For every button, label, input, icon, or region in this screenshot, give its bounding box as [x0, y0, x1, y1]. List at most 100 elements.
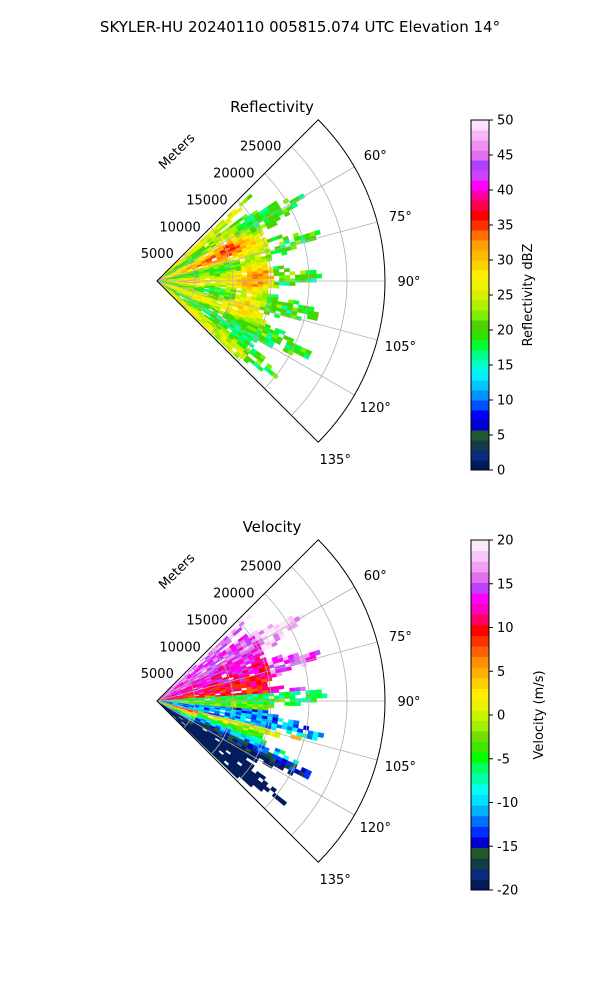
radar-gate	[247, 281, 253, 285]
radial-tick-label: 5000	[141, 667, 174, 682]
colorbar-band	[471, 614, 489, 626]
radar-gate	[279, 695, 285, 700]
radar-gate	[279, 329, 286, 336]
velocity-title: Velocity	[243, 518, 302, 536]
radar-gate	[311, 315, 319, 322]
radar-gate	[289, 278, 296, 283]
colorbar-band	[471, 635, 489, 647]
radar-gate	[314, 649, 321, 656]
radar-gate	[279, 278, 285, 283]
azimuth-spoke	[156, 641, 378, 702]
colorbar-band	[471, 773, 489, 785]
radar-gate	[220, 277, 227, 281]
radar-gate	[270, 250, 277, 255]
radar-gate	[278, 265, 285, 270]
colorbar-band	[471, 310, 489, 321]
radar-gate	[279, 749, 286, 756]
radar-gate	[257, 278, 264, 283]
radar-gate	[271, 221, 278, 228]
radar-gate	[236, 277, 243, 280]
radar-gate	[262, 270, 269, 274]
radar-gate	[247, 701, 253, 705]
radar-gate	[278, 685, 285, 690]
velocity-colorbar-label: Velocity (m/s)	[532, 670, 547, 759]
radar-gate	[290, 244, 298, 251]
radar-gate	[257, 698, 264, 703]
colorbar-band	[471, 879, 489, 891]
radar-gate	[257, 690, 264, 695]
radar-gate	[300, 698, 307, 703]
colorbar-tick-label: 40	[497, 184, 514, 199]
radar-gate	[241, 269, 248, 274]
radar-gate	[291, 622, 299, 629]
radar-gate	[271, 641, 278, 648]
radar-gate	[303, 353, 311, 360]
radar-gate	[231, 701, 237, 704]
colorbar-band	[471, 170, 489, 181]
colorbar-band	[471, 847, 489, 859]
radar-gate	[233, 352, 240, 359]
radar-gate	[246, 291, 253, 295]
radar-gate	[279, 275, 285, 280]
radar-gate	[289, 282, 296, 286]
azimuth-tick-label: 75°	[389, 630, 412, 645]
colorbar-tick-label: 0	[497, 709, 505, 724]
radar-gate	[273, 733, 281, 739]
colorbar-band	[471, 200, 489, 211]
radar-gate	[314, 229, 321, 236]
azimuth-tick-label: 105°	[385, 760, 416, 775]
radar-gate	[293, 300, 300, 305]
colorbar-band	[471, 220, 489, 231]
colorbar-band	[471, 400, 489, 411]
radar-gate	[247, 699, 253, 702]
radar-gate	[289, 687, 296, 692]
colorbar-tick-label: 50	[497, 114, 514, 129]
colorbar-band	[471, 120, 489, 131]
colorbar-band	[471, 270, 489, 281]
colorbar-tick-label: -15	[497, 840, 518, 855]
radar-gate	[263, 698, 269, 703]
reflectivity-panel: Reflectivity 5000 10000 15000 20000 25000 60°…	[141, 98, 421, 468]
colorbar-band	[471, 624, 489, 636]
colorbar-band	[471, 741, 489, 753]
radar-gate	[215, 278, 221, 281]
radar-gate	[277, 764, 285, 771]
colorbar-band	[471, 550, 489, 562]
velocity-colorbar: 20 15 10 5 0 -5 -10 -15 -20 Velocity (m/s)	[470, 534, 547, 899]
colorbar-band	[471, 260, 489, 271]
radar-gate	[301, 662, 308, 668]
radar-gate	[311, 735, 319, 742]
radar-gate	[236, 285, 243, 289]
colorbar-band	[471, 540, 489, 552]
radar-gate	[268, 732, 276, 737]
radar-gate	[289, 691, 296, 696]
azimuth-spoke	[156, 166, 355, 282]
velocity-radial-label: Meters	[156, 551, 198, 593]
radar-gate	[238, 620, 245, 628]
radar-gate	[262, 693, 269, 697]
radar-gate	[284, 701, 291, 706]
radar-gate	[284, 281, 291, 286]
colorbar-band	[471, 720, 489, 732]
radar-gate	[289, 702, 296, 706]
colorbar-band	[471, 677, 489, 689]
colorbar-band	[471, 688, 489, 700]
radar-gate	[252, 281, 259, 285]
colorbar-tick-label: 5	[497, 429, 505, 444]
colorbar-tick-label: 0	[497, 464, 505, 479]
radar-gate	[277, 717, 284, 723]
radar-gate	[279, 281, 285, 286]
colorbar-band	[471, 180, 489, 191]
radar-gate	[247, 276, 253, 280]
radar-gate	[263, 701, 269, 706]
colorbar-tick-label: 20	[497, 324, 514, 339]
azimuth-tick-label: 135°	[320, 873, 351, 888]
radar-gate	[276, 724, 283, 729]
radar-gate	[262, 690, 269, 694]
radar-gate	[300, 274, 307, 279]
radar-gate	[219, 711, 226, 715]
radar-gate	[273, 695, 280, 700]
colorbar-band	[471, 794, 489, 806]
colorbar-band	[471, 150, 489, 161]
azimuth-tick-label: 90°	[397, 695, 420, 710]
